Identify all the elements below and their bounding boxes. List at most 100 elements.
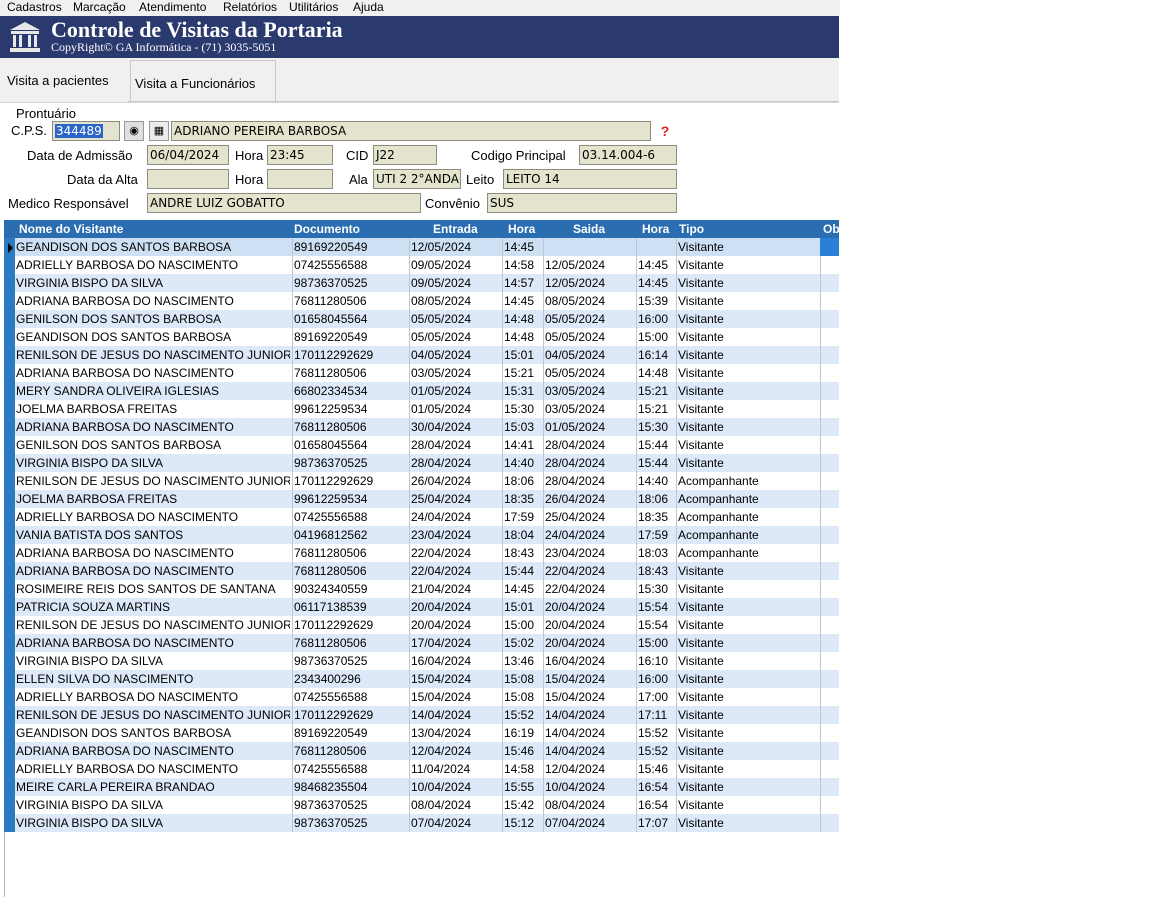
- convenio-field[interactable]: SUS: [487, 193, 677, 213]
- table-row[interactable]: MEIRE CARLA PEREIRA BRANDAO 98468235504 10…: [15, 778, 839, 796]
- table-row[interactable]: ELLEN SILVA DO NASCIMENTO 2343400296 15/04…: [15, 670, 839, 688]
- menu-atendimento[interactable]: Atendimento: [139, 0, 207, 14]
- column-separator: [820, 346, 821, 364]
- column-separator: [543, 652, 544, 670]
- table-row[interactable]: VIRGINIA BISPO DA SILVA 98736370525 07/04/…: [15, 814, 839, 832]
- table-row[interactable]: RENILSON DE JESUS DO NASCIMENTO JUNIOR 17…: [15, 706, 839, 724]
- table-row[interactable]: ADRIANA BARBOSA DO NASCIMENTO 76811280506…: [15, 364, 839, 382]
- codigo-field[interactable]: 03.14.004-6: [579, 145, 677, 165]
- col-hora-entrada[interactable]: Hora: [508, 222, 536, 236]
- col-saida[interactable]: Saida: [573, 222, 606, 236]
- cell-entrada: 01/05/2024: [411, 402, 472, 416]
- table-row[interactable]: ADRIELLY BARBOSA DO NASCIMENTO 0742555658…: [15, 508, 839, 526]
- cell-entrada: 08/04/2024: [411, 798, 472, 812]
- alta-time-field[interactable]: [267, 169, 333, 189]
- col-hora-saida[interactable]: Hora: [642, 222, 670, 236]
- calendar-icon[interactable]: ▦: [149, 121, 169, 141]
- table-row[interactable]: GEANDISON DOS SANTOS BARBOSA 89169220549 1…: [15, 724, 839, 742]
- column-separator: [409, 652, 410, 670]
- column-separator: [636, 742, 637, 760]
- cell-documento: 2343400296: [294, 672, 361, 686]
- cell-saida: 22/04/2024: [545, 582, 606, 596]
- cell-hora-saida: 15:46: [638, 762, 669, 776]
- table-row[interactable]: ADRIELLY BARBOSA DO NASCIMENTO 0742555658…: [15, 688, 839, 706]
- table-row[interactable]: ADRIELLY BARBOSA DO NASCIMENTO 0742555658…: [15, 760, 839, 778]
- table-row[interactable]: ADRIANA BARBOSA DO NASCIMENTO 76811280506…: [15, 742, 839, 760]
- visits-grid[interactable]: Nome do Visitante Documento Entrada Hora…: [4, 220, 839, 832]
- table-row[interactable]: GENILSON DOS SANTOS BARBOSA 01658045564 05…: [15, 310, 839, 328]
- col-documento[interactable]: Documento: [294, 222, 360, 236]
- column-separator: [820, 382, 821, 400]
- tab-visita-funcionarios[interactable]: Visita a Funcionários: [130, 60, 276, 102]
- column-separator: [502, 508, 503, 526]
- cell-hora-saida: 15:54: [638, 600, 669, 614]
- col-nome[interactable]: Nome do Visitante: [19, 222, 124, 236]
- cell-documento: 170112292629: [294, 474, 374, 488]
- cell-entrada: 28/04/2024: [411, 438, 472, 452]
- table-row[interactable]: GENILSON DOS SANTOS BARBOSA 01658045564 28…: [15, 436, 839, 454]
- tab-visita-pacientes[interactable]: Visita a pacientes: [0, 58, 128, 102]
- column-separator: [676, 760, 677, 778]
- table-row[interactable]: MERY SANDRA OLIVEIRA IGLESIAS 66802334534…: [15, 382, 839, 400]
- table-row[interactable]: RENILSON DE JESUS DO NASCIMENTO JUNIOR 17…: [15, 472, 839, 490]
- cell-tipo: Visitante: [678, 402, 724, 416]
- cell-saida: 25/04/2024: [545, 510, 606, 524]
- menu-utilitarios[interactable]: Utilitários: [289, 0, 339, 14]
- cell-documento: 89169220549: [294, 240, 368, 254]
- cell-hora-entrada: 15:42: [504, 798, 535, 812]
- table-row[interactable]: VIRGINIA BISPO DA SILVA 98736370525 09/05/…: [15, 274, 839, 292]
- col-obs[interactable]: Ob: [823, 222, 839, 236]
- col-entrada[interactable]: Entrada: [433, 222, 478, 236]
- cell-hora-entrada: 14:58: [504, 258, 535, 272]
- table-row[interactable]: ROSIMEIRE REIS DOS SANTOS DE SANTANA 9032…: [15, 580, 839, 598]
- group-label-prontuario: Prontuário: [16, 106, 76, 121]
- binoculars-icon[interactable]: ◉: [124, 121, 144, 141]
- medico-field[interactable]: ANDRE LUIZ GOBATTO: [147, 193, 421, 213]
- alta-date-field[interactable]: [147, 169, 229, 189]
- table-row[interactable]: PATRICIA SOUZA MARTINS 06117138539 20/04/2…: [15, 598, 839, 616]
- column-separator: [676, 670, 677, 688]
- table-row[interactable]: ADRIANA BARBOSA DO NASCIMENTO 76811280506…: [15, 544, 839, 562]
- cell-entrada: 28/04/2024: [411, 456, 472, 470]
- admission-time-field[interactable]: 23:45: [267, 145, 333, 165]
- column-separator: [820, 328, 821, 346]
- column-separator: [409, 436, 410, 454]
- leito-field[interactable]: LEITO 14: [503, 169, 677, 189]
- table-row[interactable]: VIRGINIA BISPO DA SILVA 98736370525 16/04/…: [15, 652, 839, 670]
- cell-hora-entrada: 15:01: [504, 348, 535, 362]
- cell-nome: VIRGINIA BISPO DA SILVA: [16, 654, 163, 668]
- col-tipo[interactable]: Tipo: [679, 222, 705, 236]
- cell-nome: ADRIANA BARBOSA DO NASCIMENTO: [16, 546, 234, 560]
- menu-ajuda[interactable]: Ajuda: [353, 0, 384, 14]
- table-row[interactable]: RENILSON DE JESUS DO NASCIMENTO JUNIOR 17…: [15, 346, 839, 364]
- table-row[interactable]: ADRIANA BARBOSA DO NASCIMENTO 76811280506…: [15, 634, 839, 652]
- cell-saida: 01/05/2024: [545, 420, 606, 434]
- selected-cell[interactable]: [820, 238, 839, 256]
- column-separator: [636, 472, 637, 490]
- table-row[interactable]: ADRIANA BARBOSA DO NASCIMENTO 76811280506…: [15, 562, 839, 580]
- table-row[interactable]: ADRIELLY BARBOSA DO NASCIMENTO 0742555658…: [15, 256, 839, 274]
- table-row[interactable]: VANIA BATISTA DOS SANTOS 04196812562 23/04…: [15, 526, 839, 544]
- menu-cadastros[interactable]: Cadastros: [7, 0, 62, 14]
- menu-marcacao[interactable]: Marcação: [73, 0, 126, 14]
- cps-field[interactable]: 344489: [52, 121, 120, 141]
- table-row[interactable]: JOELMA BARBOSA FREITAS 99612259534 01/05/2…: [15, 400, 839, 418]
- table-row[interactable]: RENILSON DE JESUS DO NASCIMENTO JUNIOR 17…: [15, 616, 839, 634]
- table-row[interactable]: VIRGINIA BISPO DA SILVA 98736370525 08/04/…: [15, 796, 839, 814]
- cell-saida: 05/05/2024: [545, 312, 606, 326]
- admission-date-field[interactable]: 06/04/2024: [147, 145, 229, 165]
- table-row[interactable]: ADRIANA BARBOSA DO NASCIMENTO 76811280506…: [15, 292, 839, 310]
- column-separator: [676, 580, 677, 598]
- cid-field[interactable]: J22: [373, 145, 437, 165]
- table-row[interactable]: GEANDISON DOS SANTOS BARBOSA 89169220549 0…: [15, 328, 839, 346]
- cell-hora-entrada: 15:55: [504, 780, 535, 794]
- patient-name-field[interactable]: ADRIANO PEREIRA BARBOSA: [171, 121, 651, 141]
- table-row[interactable]: GEANDISON DOS SANTOS BARBOSA 89169220549 1…: [15, 238, 839, 256]
- table-row[interactable]: ADRIANA BARBOSA DO NASCIMENTO 76811280506…: [15, 418, 839, 436]
- table-row[interactable]: JOELMA BARBOSA FREITAS 99612259534 25/04/2…: [15, 490, 839, 508]
- ala-field[interactable]: UTI 2 2°ANDA: [373, 169, 461, 189]
- cell-tipo: Visitante: [678, 384, 724, 398]
- help-icon[interactable]: ?: [660, 123, 670, 139]
- table-row[interactable]: VIRGINIA BISPO DA SILVA 98736370525 28/04/…: [15, 454, 839, 472]
- menu-relatorios[interactable]: Relatórios: [223, 0, 278, 14]
